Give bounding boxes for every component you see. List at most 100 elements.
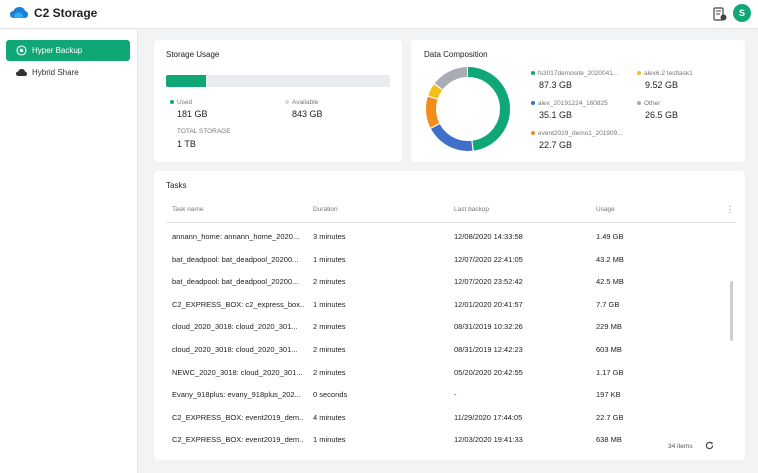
used-label: Used <box>177 99 193 106</box>
task-name-cell: bat_deadpool: bat_deadpool_20200... <box>172 254 299 264</box>
legend-dot <box>531 71 535 76</box>
task-name-cell: C2_EXPRESS_BOX: c2_express_box... <box>172 299 304 309</box>
legend-dot <box>637 71 641 76</box>
duration-cell: 1 minutes <box>313 299 346 309</box>
legend-dot <box>531 131 535 136</box>
legend-item-other: Other 26.5 GB <box>637 100 678 120</box>
legend-value: 35.1 GB <box>539 110 573 120</box>
legend-value: 26.5 GB <box>645 110 679 120</box>
sidebar-item-hybrid-share[interactable]: Hybrid Share <box>6 62 130 83</box>
donut-slice-0 <box>426 67 510 151</box>
legend-item-event2019-demo1: event2019_demo1_201909... 22.7 GB <box>531 130 623 150</box>
legend-item-fs3017demosite: fs3017demosite_2020041... 87.3 GB <box>531 70 618 90</box>
duration-cell: 2 minutes <box>313 367 346 377</box>
legend-name: Other <box>644 100 661 107</box>
sidebar-item-label: Hyper Backup <box>32 46 83 55</box>
donut-slice-2 <box>426 67 510 151</box>
usage-cell: 229 MB <box>596 322 622 332</box>
column-header-last-backup[interactable]: Last backup <box>454 206 490 213</box>
task-name-cell: bat_deadpool: bat_deadpool_20200... <box>172 277 299 287</box>
last-backup-cell: 08/31/2019 10:32:26 <box>454 322 523 332</box>
storage-usage-title: Storage Usage <box>166 50 220 59</box>
last-backup-cell: - <box>454 390 457 400</box>
storage-usage-card: Storage Usage Used 181 GB Available 843 … <box>154 40 402 162</box>
donut-slice-1 <box>426 67 510 151</box>
task-name-cell: NEWC_2020_3018: cloud_2020_301... <box>172 367 303 377</box>
storage-usage-fill <box>166 75 206 87</box>
last-backup-cell: 08/31/2019 12:42:23 <box>454 345 523 354</box>
legend-value: 87.3 GB <box>539 80 573 90</box>
table-row[interactable]: cloud_2020_3018: cloud_2020_301... 2 minu… <box>166 315 734 337</box>
usage-cell: 1.49 GB <box>596 232 624 241</box>
top-bar: C2 Storage S <box>0 0 758 29</box>
legend-name: fs3017demosite_2020041... <box>538 70 619 77</box>
legend-dot <box>531 101 535 106</box>
duration-cell: 0 seconds <box>313 390 348 400</box>
tasks-card: Tasks Task name Duration Last backup Usa… <box>154 171 745 460</box>
refresh-icon[interactable] <box>705 441 714 450</box>
duration-cell: 2 minutes <box>313 322 346 332</box>
task-name-cell: C2_EXPRESS_BOX: event2019_dem... <box>172 412 304 422</box>
column-header-duration[interactable]: Duration <box>313 206 338 213</box>
header-divider <box>166 222 736 223</box>
total-storage-label: TOTAL STORAGE <box>177 128 231 135</box>
usage-cell: 7.7 GB <box>596 299 620 309</box>
usage-cell: 22.7 GB <box>596 412 624 422</box>
table-row[interactable]: bat_deadpool: bat_deadpool_20200... 2 min… <box>166 270 734 292</box>
duration-cell: 2 minutes <box>313 277 346 287</box>
legend-name: alex_20191224_160825 <box>538 100 608 107</box>
c2-cloud-logo-icon <box>10 7 28 18</box>
usage-cell: 603 MB <box>596 345 622 354</box>
table-row[interactable]: Evany_918plus: evany_918plus_202... 0 sec… <box>166 383 734 405</box>
table-row[interactable]: C2_EXPRESS_BOX: c2_express_box... 1 minut… <box>166 293 734 315</box>
data-composition-title: Data Composition <box>424 50 488 59</box>
cloud-icon <box>16 69 27 76</box>
legend-item-alex-20191224: alex_20191224_160825 35.1 GB <box>531 100 608 120</box>
last-backup-cell: 12/08/2020 14:33:58 <box>454 232 523 241</box>
usage-cell: 42.5 MB <box>596 277 624 287</box>
used-value: 181 GB <box>177 109 208 119</box>
used-legend: Used <box>170 99 192 106</box>
table-row[interactable]: bat_deadpool: bat_deadpool_20200... 1 min… <box>166 248 734 270</box>
column-options-icon[interactable]: ⋮ <box>726 205 734 214</box>
duration-cell: 2 minutes <box>313 345 346 354</box>
last-backup-cell: 11/29/2020 17:44:05 <box>454 412 523 422</box>
sidebar: Hyper Backup Hybrid Share <box>0 30 138 473</box>
task-name-cell: Evany_918plus: evany_918plus_202... <box>172 390 301 400</box>
duration-cell: 4 minutes <box>313 412 346 422</box>
legend-name: event2019_demo1_201909... <box>538 130 623 137</box>
item-count: 34 items <box>668 443 693 450</box>
available-legend: Available <box>285 99 318 106</box>
task-name-cell: annann_home: annann_home_2020... <box>172 232 300 241</box>
table-row[interactable]: annann_home: annann_home_2020... 3 minute… <box>166 225 734 247</box>
hyper-backup-icon <box>16 45 27 56</box>
last-backup-cell: 12/07/2020 23:52:42 <box>454 277 523 287</box>
available-label: Available <box>292 99 319 106</box>
available-value: 843 GB <box>292 109 323 119</box>
table-row[interactable]: C2_EXPRESS_BOX: event2019_dem... 1 minute… <box>166 428 734 450</box>
column-header-usage[interactable]: Usage <box>596 206 615 213</box>
legend-dot <box>637 101 641 106</box>
usage-cell: 43.2 MB <box>596 254 624 264</box>
notification-icon[interactable] <box>713 6 727 22</box>
task-name-cell: C2_EXPRESS_BOX: event2019_dem... <box>172 435 304 445</box>
task-name-cell: cloud_2020_3018: cloud_2020_301... <box>172 345 298 354</box>
user-avatar[interactable]: S <box>733 4 751 22</box>
tasks-table-header: Task name Duration Last backup Usage ⋮ <box>166 205 734 220</box>
task-name-cell: cloud_2020_3018: cloud_2020_301... <box>172 322 298 332</box>
table-row[interactable]: cloud_2020_3018: cloud_2020_301... 2 minu… <box>166 338 734 360</box>
legend-item-alex6-2-testtask1: alex6.2 testtask1 9.52 GB <box>637 70 693 90</box>
last-backup-cell: 12/03/2020 19:41:33 <box>454 435 523 445</box>
sidebar-item-hyper-backup[interactable]: Hyper Backup <box>6 40 130 61</box>
data-composition-card: Data Composition fs3017demosite_2020041.… <box>411 40 745 162</box>
duration-cell: 1 minutes <box>313 254 346 264</box>
last-backup-cell: 12/07/2020 22:41:05 <box>454 254 523 264</box>
table-row[interactable]: NEWC_2020_3018: cloud_2020_301... 2 minut… <box>166 361 734 383</box>
column-header-task-name[interactable]: Task name <box>172 206 204 213</box>
table-scrollbar[interactable] <box>730 281 733 341</box>
duration-cell: 3 minutes <box>313 232 346 241</box>
total-storage-value: 1 TB <box>177 139 196 149</box>
duration-cell: 1 minutes <box>313 435 346 445</box>
data-composition-donut-chart <box>426 67 510 151</box>
table-row[interactable]: C2_EXPRESS_BOX: event2019_dem... 4 minute… <box>166 406 734 428</box>
